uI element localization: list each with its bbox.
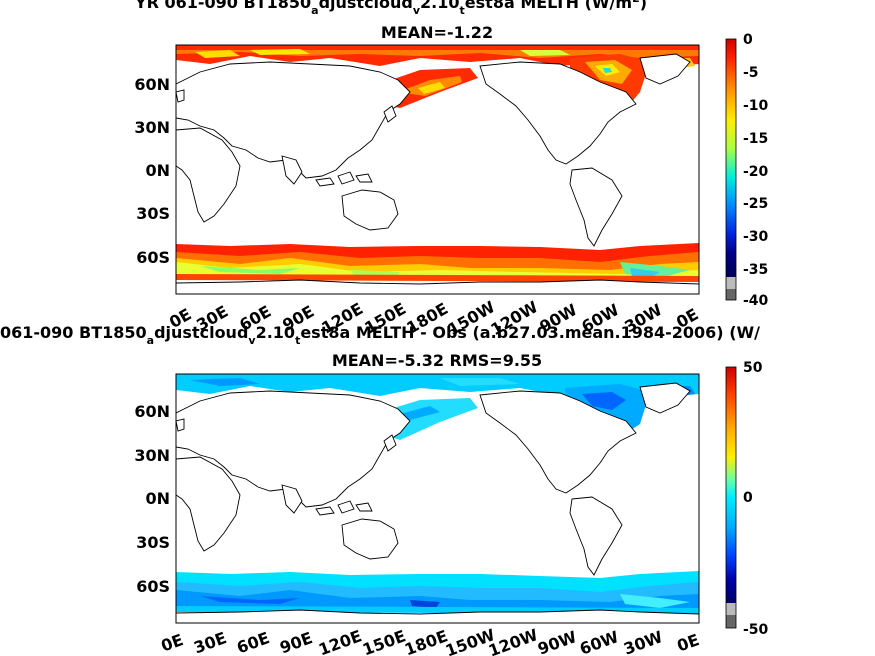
bottom-y-tick-0n: 0N [145,489,170,508]
top-y-ticks: 60N 30N 0N 30S 60S [134,75,170,267]
bottom-continents [176,382,699,615]
top-y-tick-60n: 60N [134,75,170,94]
bottom-x-tick: 60W [577,627,621,656]
cbar-tick: 0 [743,32,753,48]
bottom-x-tick: 30W [621,627,665,656]
cbar-tick: -15 [743,131,768,147]
bottom-y-ticks: 60N 30N 0N 30S 60S [134,402,170,596]
top-continents [176,53,699,294]
bottom-mean: MEAN=-5.32 RMS=9.55 [332,351,542,370]
cbar-tick: -35 [743,262,768,278]
top-y-tick-30n: 30N [134,118,170,137]
bottom-x-tick: 120W [486,625,541,656]
top-y-tick-30s: 30S [136,204,170,223]
bottom-x-tick: 30E [191,628,229,656]
top-y-tick-60s: 60S [136,248,170,267]
cbar-tick: -30 [743,229,769,245]
bottom-x-tick: 120E [316,626,364,656]
top-title: YR 061-090 BT1850adjustcloudv2.10test8a … [134,0,647,17]
bottom-x-tick: 0E [675,630,702,655]
bottom-y-tick-30s: 30S [136,533,170,552]
bottom-x-tick: 90W [535,627,579,656]
top-y-tick-0n: 0N [145,161,170,180]
cbar-tick: 0 [743,490,753,506]
cbar-tick: -10 [743,98,769,114]
bottom-y-tick-30n: 30N [134,446,170,465]
bottom-colorbar: 50 0 -50 [725,360,769,638]
bottom-map [175,373,700,624]
bottom-x-tick: 180E [402,626,450,656]
bottom-x-tick: 90E [277,628,315,656]
cbar-tick: -20 [743,164,769,180]
bottom-field [176,374,699,623]
top-mean: MEAN=-1.22 [381,23,493,42]
cbar-tick: -50 [743,622,769,638]
top-map [175,44,700,295]
bottom-y-tick-60s: 60S [136,577,170,596]
cbar-tick: -5 [743,65,759,81]
bottom-x-ticks: 0E 30E 60E 90E 120E 150E 180E 150W 120W … [159,625,702,656]
bottom-title: 061-090 BT1850adjustcloudv2.10test8a MEL… [0,323,760,347]
bottom-x-tick: 0E [159,630,186,655]
top-colorbar: 0 -5 -10 -15 -20 -25 -30 -35 -40 [725,32,769,309]
cbar-tick: -40 [743,293,769,309]
bottom-colorbar-ticks: 50 0 -50 [743,360,769,638]
cbar-tick: -25 [743,196,768,212]
bottom-x-tick: 60E [234,628,272,656]
cbar-tick: 50 [743,360,763,376]
bottom-y-tick-60n: 60N [134,402,170,421]
top-colorbar-ticks: 0 -5 -10 -15 -20 -25 -30 -35 -40 [743,32,769,309]
